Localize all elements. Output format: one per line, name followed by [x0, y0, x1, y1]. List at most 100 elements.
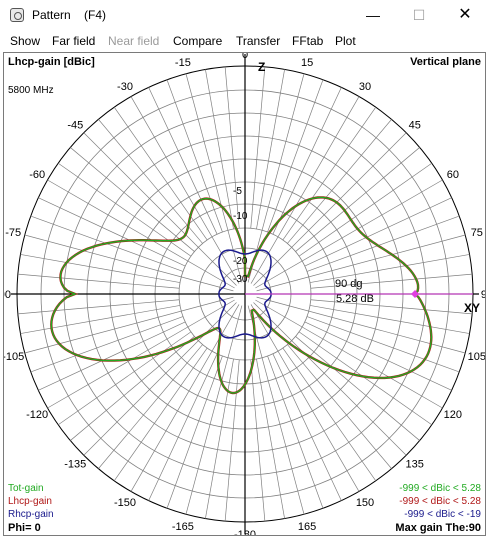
grid-spoke: [247, 73, 305, 283]
axis-z-label: Z: [258, 60, 265, 74]
angle-tick-label: 135: [406, 459, 424, 471]
legend-lhcp-gain: Lhcp-gain: [8, 496, 52, 507]
ring-tick-label: -5: [233, 186, 242, 197]
menu-fftab[interactable]: FFtab: [292, 34, 324, 48]
grid-spoke: [70, 147, 195, 252]
angle-tick-label: 165: [298, 521, 316, 533]
menu-far-field[interactable]: Far field: [52, 34, 96, 48]
app-icon: [10, 8, 24, 22]
lhcp-gain-curve: [50, 196, 433, 395]
grid-spoke: [113, 347, 208, 481]
grid-spoke: [253, 132, 407, 286]
close-button[interactable]: ✕: [458, 6, 472, 23]
polar-pattern-chart: -180-165-150-135-120-105-90-75-60-45-30-…: [4, 53, 485, 535]
grid-spoke: [166, 79, 223, 233]
grid-spoke: [17, 299, 180, 315]
grid-spoke: [113, 107, 208, 241]
menu-compare[interactable]: Compare: [173, 34, 223, 48]
frequency-label: 5800 MHz: [8, 85, 54, 96]
grid-spoke: [298, 331, 432, 426]
grid-spoke: [47, 299, 235, 409]
legend-rhcp-range: -999 < dBic < -19: [404, 509, 481, 520]
pattern-plot-area[interactable]: -180-165-150-135-120-105-90-75-60-45-30-…: [3, 52, 486, 536]
legend-rhcp-gain: Rhcp-gain: [8, 509, 54, 520]
grid-spoke: [304, 197, 452, 267]
grid-spoke: [298, 162, 432, 257]
angle-tick-label: 30: [359, 81, 371, 93]
grid-spoke: [83, 302, 237, 456]
grid-spoke: [255, 179, 443, 289]
grid-spoke: [250, 96, 360, 284]
gain-curves: [50, 196, 433, 395]
quantity-label: Lhcp-gain [dBic]: [8, 56, 95, 68]
angle-tick-label: -120: [26, 409, 48, 421]
grid-spoke: [83, 132, 237, 286]
grid-spoke: [98, 344, 203, 469]
angle-tick-label: 105: [468, 351, 485, 363]
grid-spoke: [38, 197, 186, 267]
plot-overlay: -180-165-150-135-120-105-90-75-60-45-30-…: [4, 53, 485, 535]
angle-tick-label: -30: [117, 81, 133, 93]
angle-tick-label: 150: [356, 497, 374, 509]
grid-spoke: [20, 254, 181, 283]
angle-tick-label: -15: [175, 57, 191, 69]
grid-spoke: [98, 119, 203, 244]
grid-spoke: [282, 107, 377, 241]
grid-spoke: [310, 273, 473, 289]
title-bar: Pattern (F4) — ☐ ✕: [0, 0, 488, 32]
max-gain-marker: [411, 290, 419, 298]
ring-tick-label: -20: [233, 256, 248, 267]
angle-tick-label: 90: [481, 289, 485, 301]
grid-spoke: [309, 305, 470, 334]
angle-tick-label: 15: [301, 57, 313, 69]
grid-spoke: [295, 336, 420, 441]
phi-label: Phi= 0: [8, 522, 41, 534]
grid-spoke: [20, 305, 181, 334]
grid-spoke: [306, 316, 460, 373]
grid-spoke: [70, 336, 195, 441]
grid-spoke: [58, 331, 192, 426]
legend-tot-range: -999 < dBic < 5.28: [399, 483, 481, 494]
grid-spoke: [148, 87, 218, 235]
angle-tick-label: -105: [4, 351, 24, 363]
grid-spoke: [310, 299, 473, 315]
grid-spoke: [24, 234, 234, 292]
grid-spoke: [287, 344, 392, 469]
grid-spoke: [224, 359, 240, 522]
grid-spoke: [185, 305, 243, 515]
menu-show[interactable]: Show: [10, 34, 41, 48]
grid-spoke: [250, 66, 266, 229]
angle-tick-label: -150: [114, 497, 136, 509]
maximize-button[interactable]: ☐: [412, 7, 426, 23]
angle-tick-label: -60: [29, 169, 45, 181]
menu-plot[interactable]: Plot: [335, 34, 356, 48]
ring-tick-label: -30: [233, 274, 248, 285]
angle-tick-label: -165: [172, 521, 194, 533]
grid-spoke: [205, 358, 234, 519]
marker-angle-label: 90 dg: [335, 278, 363, 290]
grid-spoke: [253, 302, 407, 456]
grid-spoke: [306, 215, 460, 272]
grid-spoke: [267, 355, 324, 509]
grid-spoke: [17, 273, 180, 289]
grid-spoke: [205, 69, 234, 230]
window-title: Pattern (F4): [32, 8, 107, 22]
grid-spoke: [256, 358, 285, 519]
grid-spoke: [130, 96, 240, 284]
angle-tick-label: 45: [409, 119, 421, 131]
tot-gain-curve: [50, 196, 433, 394]
grid-spoke: [256, 69, 285, 230]
angle-tick-label: 60: [447, 169, 459, 181]
angle-tick-label: -135: [64, 459, 86, 471]
angle-tick-label: -180: [234, 529, 256, 535]
grid-spoke: [304, 321, 452, 391]
angle-tick-label: 0: [242, 53, 248, 61]
grid-spoke: [247, 305, 305, 515]
grid-spoke: [255, 299, 443, 409]
rhcp-gain-curve: [218, 249, 272, 339]
menu-transfer[interactable]: Transfer: [236, 34, 281, 48]
plane-label: Vertical plane: [410, 56, 481, 68]
grid-spoke: [47, 179, 235, 289]
grid-spoke: [267, 79, 324, 233]
minimize-button[interactable]: —: [366, 7, 380, 23]
